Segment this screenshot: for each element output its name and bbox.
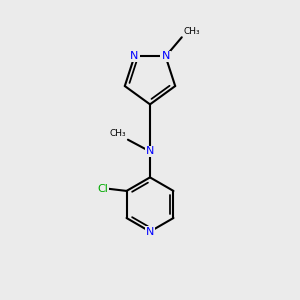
Text: CH₃: CH₃ xyxy=(183,27,200,36)
Text: N: N xyxy=(130,51,139,62)
Text: N: N xyxy=(146,226,154,237)
Text: CH₃: CH₃ xyxy=(110,129,126,138)
Text: N: N xyxy=(146,146,154,157)
Text: Cl: Cl xyxy=(97,184,108,194)
Text: N: N xyxy=(161,51,170,62)
